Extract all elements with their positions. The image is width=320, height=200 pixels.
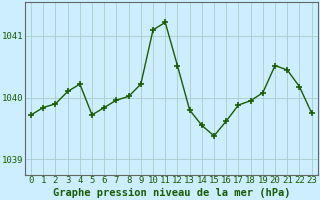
X-axis label: Graphe pression niveau de la mer (hPa): Graphe pression niveau de la mer (hPa): [52, 188, 290, 198]
